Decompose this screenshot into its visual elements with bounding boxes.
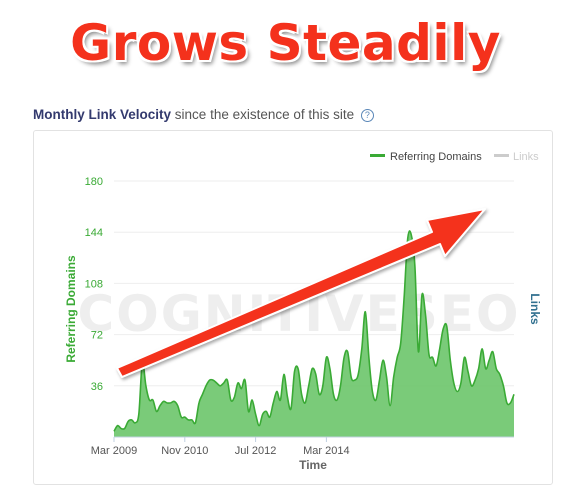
grid-layer: 36 72 108 144 180 — [85, 176, 514, 393]
trend-arrow — [116, 208, 486, 378]
x-tick-label: Nov 2010 — [161, 445, 208, 457]
chart-subtitle: Monthly Link Velocity since the existenc… — [33, 107, 374, 122]
chart-panel: COGNITIVESEO 36 72 108 144 180 Mar 2009 Nov 2… — [33, 130, 553, 485]
legend-label-referring-domains[interactable]: Referring Domains — [390, 151, 482, 163]
x-tick-label: Mar 2009 — [91, 445, 137, 457]
chart-subtitle-text: since the existence of this site — [174, 107, 355, 122]
x-tick-label: Jul 2012 — [235, 445, 277, 457]
y-tick-label: 144 — [85, 227, 103, 239]
legend-swatch-links[interactable] — [494, 154, 509, 157]
question-circle-icon[interactable]: ? — [360, 109, 374, 122]
y-tick-label: 180 — [85, 176, 103, 188]
y-tick-label: 72 — [91, 330, 103, 342]
y2-axis-title: Links — [528, 293, 542, 325]
y-tick-label: 36 — [91, 381, 103, 393]
legend-label-links[interactable]: Links — [513, 151, 539, 163]
series-area-referring-domains — [114, 230, 514, 437]
legend: Referring Domains Links — [370, 151, 539, 163]
y-axis-title: Referring Domains — [64, 255, 78, 363]
x-tick-label: Mar 2014 — [303, 445, 349, 457]
headline: Grows Steadily — [70, 14, 501, 72]
chart-title: Monthly Link Velocity — [33, 107, 172, 122]
y-tick-label: 108 — [85, 278, 103, 290]
series-line-referring-domains — [113, 230, 515, 432]
legend-swatch-referring-domains[interactable] — [370, 154, 385, 157]
trend-arrow-shape — [116, 208, 486, 378]
x-axis-title: Time — [299, 458, 327, 472]
x-tick-layer: Mar 2009 Nov 2010 Jul 2012 Mar 2014 — [91, 437, 350, 457]
